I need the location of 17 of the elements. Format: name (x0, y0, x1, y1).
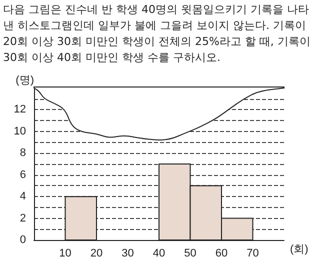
x-axis-title: (회) (290, 244, 308, 256)
x-tick-label: 30 (122, 248, 134, 260)
y-tick-label: 0 (20, 234, 26, 246)
x-tick-label: 10 (59, 248, 72, 260)
x-tick-label: 40 (152, 248, 166, 260)
x-tick-label: 50 (184, 248, 196, 260)
x-tick-label: 20 (90, 248, 103, 260)
x-tick-label: 70 (246, 248, 259, 260)
y-tick-label: 10 (14, 125, 26, 138)
y-tick-label: 2 (20, 212, 26, 224)
y-axis-title: (명) (16, 74, 34, 86)
y-tick-label: 6 (20, 168, 26, 181)
y-tick-label: 12 (14, 104, 26, 116)
x-tick-label: 60 (215, 248, 228, 260)
chart-title: 다음 그림은 진수네 반 학생 40명의 윗몸일으키기 기록을 나타낸 히스토그램인데 일부가 불에 그을려 보이지 않는다. 기록이 20회 이상 30회 미만인 학생이 전체의 25%라고 할 때, 기록이 30회 이상 40회 미만인 학생 수를 구하시오. (2, 2, 312, 66)
y-tick-label: 4 (20, 190, 26, 203)
y-tick-label: 8 (20, 147, 26, 160)
